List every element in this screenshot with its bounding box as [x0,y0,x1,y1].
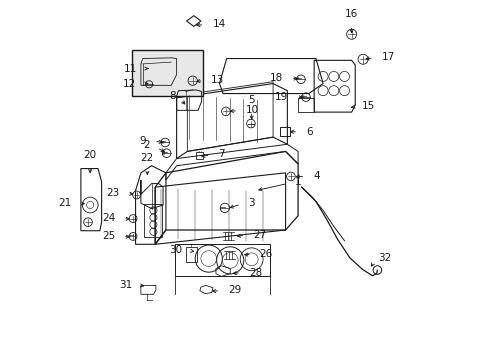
Text: 28: 28 [248,267,262,278]
Text: 26: 26 [259,249,272,259]
Text: 27: 27 [252,230,266,240]
Text: 3: 3 [248,198,255,208]
Text: 19: 19 [275,92,288,102]
Text: 21: 21 [58,198,72,208]
Text: 7: 7 [218,149,224,159]
Text: 16: 16 [345,9,358,19]
Text: 31: 31 [119,280,132,289]
Text: 17: 17 [381,52,394,62]
Text: 24: 24 [102,213,115,223]
FancyBboxPatch shape [132,50,203,96]
Text: 4: 4 [312,171,319,181]
Text: 20: 20 [83,150,97,160]
Text: 10: 10 [245,105,259,115]
Text: 6: 6 [305,127,312,137]
Text: 22: 22 [141,153,154,163]
Text: 13: 13 [211,75,224,85]
Text: 9: 9 [140,136,146,146]
Text: 25: 25 [102,231,115,241]
Text: 32: 32 [377,253,390,262]
Text: 8: 8 [169,91,175,101]
Text: 11: 11 [124,64,137,73]
Text: 30: 30 [169,245,182,255]
Text: 2: 2 [143,140,150,150]
Text: 29: 29 [227,285,241,296]
Text: 23: 23 [106,188,119,198]
Text: 14: 14 [212,19,225,29]
Text: 1: 1 [294,177,301,188]
Text: 15: 15 [362,101,375,111]
Text: 5: 5 [248,95,254,105]
Text: 18: 18 [269,73,283,83]
Text: 12: 12 [122,78,136,89]
